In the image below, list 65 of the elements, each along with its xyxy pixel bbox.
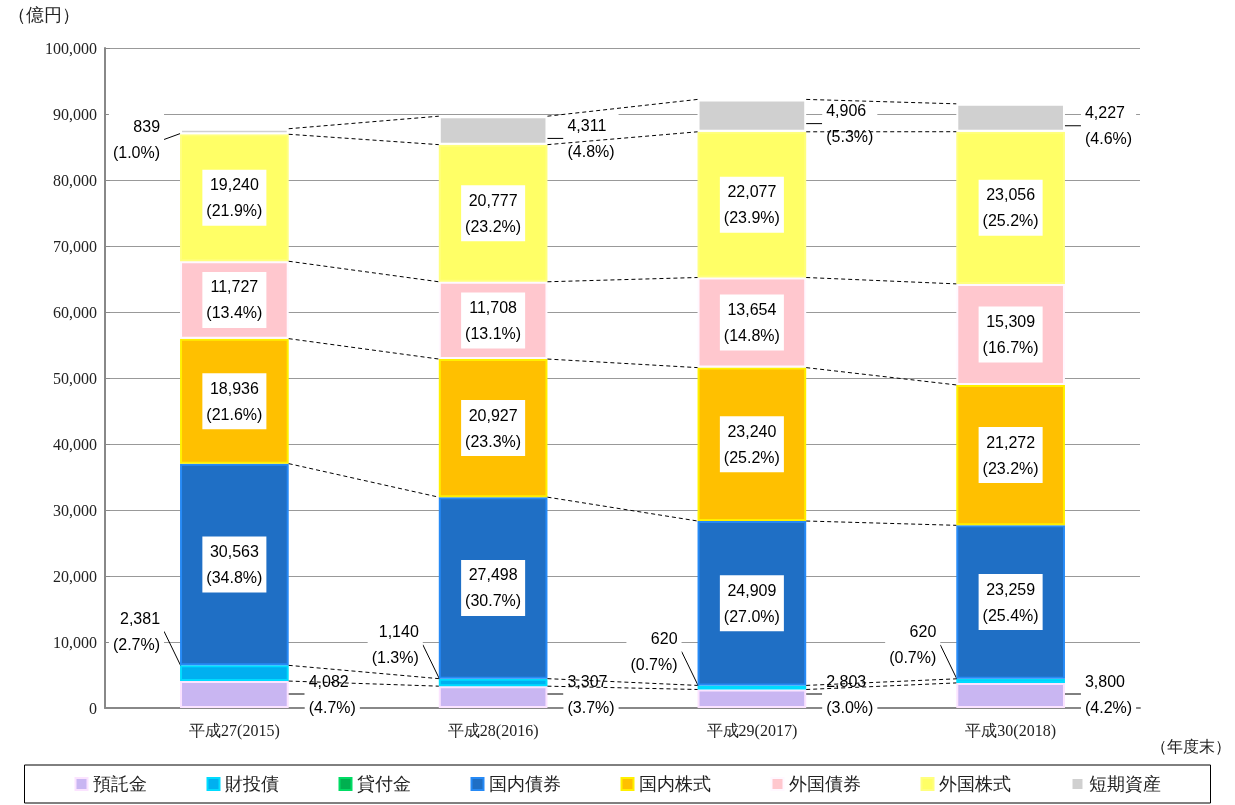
legend-label: 国内債券	[488, 774, 561, 794]
bar	[438, 686, 548, 708]
x-tick-label: 平成29(2017)	[706, 721, 798, 740]
data-label: 13,654 (14.8%)	[723, 301, 780, 345]
bar	[438, 116, 548, 145]
data-label: 11,708 (13.1%)	[465, 298, 522, 342]
bar	[438, 678, 548, 687]
data-label: 1,140 (1.3%)	[371, 623, 419, 667]
bar	[697, 685, 807, 690]
y-tick-label: 100,000	[45, 39, 97, 57]
y-tick-label: 0	[89, 699, 97, 717]
data-label: 620 (0.7%)	[889, 623, 937, 667]
legend-label: 貸付金	[356, 774, 411, 794]
data-label: 24,909 (27.0%)	[723, 581, 780, 625]
data-label: 27,498 (30.7%)	[465, 566, 522, 610]
data-label: 2,381 (2.7%)	[112, 609, 161, 653]
data-label: 2,803 (3.0%)	[826, 672, 874, 716]
bar	[180, 128, 289, 135]
data-label: 4,906 (5.3%)	[826, 102, 874, 146]
legend-label: 短期資産	[1088, 774, 1161, 794]
x-tick-label: 平成30(2018)	[965, 721, 1056, 740]
y-tick-label: 50,000	[53, 369, 97, 387]
legend-label: 外国債券	[788, 774, 861, 794]
data-label: 3,307 (3.7%)	[567, 672, 615, 716]
data-label: 4,082 (4.7%)	[308, 672, 356, 716]
y-tick-label: 80,000	[53, 171, 97, 189]
data-label: 20,927 (23.3%)	[465, 406, 522, 450]
data-label: 21,272 (23.2%)	[982, 433, 1039, 477]
x-tick-label: 平成28(2016)	[447, 721, 539, 740]
data-label: 3,800 (4.2%)	[1084, 672, 1133, 716]
data-label: 23,056 (25.2%)	[982, 186, 1039, 230]
data-label: 620 (0.7%)	[630, 629, 678, 673]
data-label: 18,936 (21.6%)	[206, 379, 263, 423]
y-tick-label: 30,000	[53, 501, 97, 519]
y-tick-label: 40,000	[53, 435, 97, 453]
data-label: 23,259 (25.4%)	[982, 580, 1039, 624]
y-tick-label: 90,000	[53, 105, 97, 123]
data-label: 839 (1.0%)	[112, 118, 161, 161]
x-axis-title: （年度末）	[1151, 737, 1231, 755]
y-tick-label: 20,000	[53, 567, 97, 585]
data-label: 15,309 (16.7%)	[982, 312, 1039, 356]
data-label: 23,240 (25.2%)	[723, 422, 780, 466]
data-label: 4,227 (4.6%)	[1084, 104, 1133, 148]
bar	[180, 681, 289, 708]
y-tick-label: 10,000	[53, 633, 97, 651]
legend-label: 預託金	[92, 774, 147, 794]
legend-label: 財投債	[224, 774, 279, 794]
y-tick-label: 70,000	[53, 237, 97, 255]
y-axis-title: （億円）	[8, 5, 80, 25]
data-label: 20,777 (23.2%)	[465, 191, 522, 235]
legend-label: 国内株式	[638, 774, 711, 794]
bar	[180, 665, 289, 682]
bar	[956, 682, 1065, 708]
bar	[697, 689, 807, 708]
x-tick-label: 平成27(2015)	[189, 721, 280, 740]
y-tick-label: 60,000	[53, 303, 97, 321]
data-label: 4,311 (4.8%)	[567, 116, 615, 160]
legend-label: 外国株式	[938, 774, 1011, 794]
bar	[956, 103, 1065, 132]
data-label: 22,077 (23.9%)	[723, 183, 780, 227]
data-label: 11,727 (13.4%)	[206, 278, 263, 322]
bar	[697, 99, 807, 132]
bar	[956, 678, 1065, 683]
data-label: 19,240 (21.9%)	[206, 176, 263, 220]
data-label: 30,563 (34.8%)	[206, 542, 263, 586]
